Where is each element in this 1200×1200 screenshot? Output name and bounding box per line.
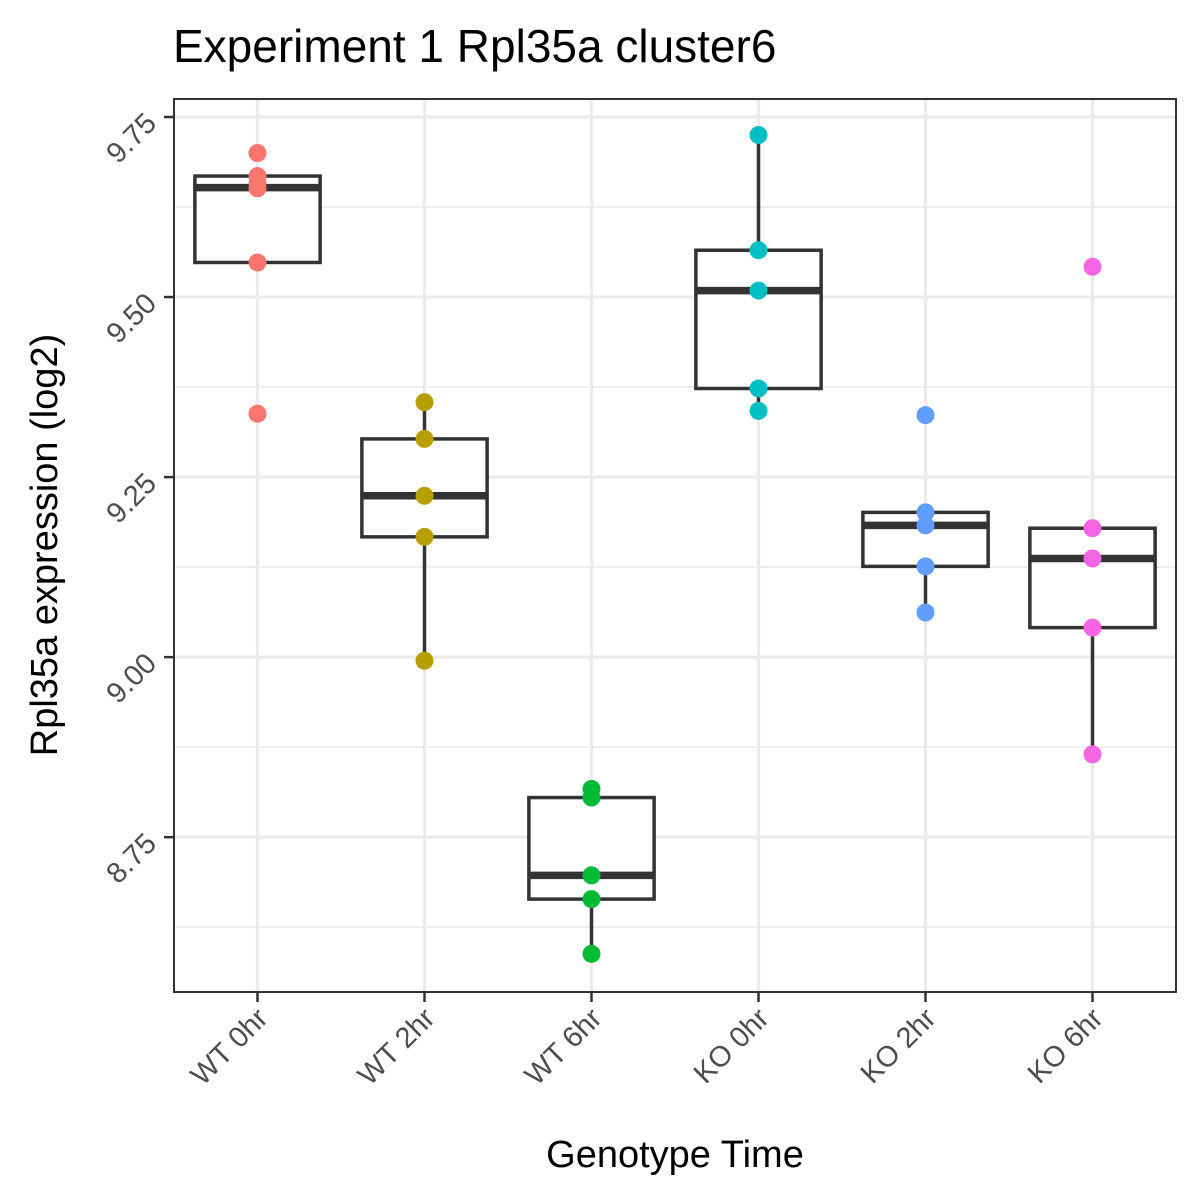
data-points (248, 126, 1102, 963)
data-point (749, 281, 768, 300)
data-point (582, 866, 601, 885)
data-point (1083, 519, 1102, 538)
data-point (582, 944, 601, 963)
data-point (582, 788, 601, 807)
data-point (415, 393, 434, 412)
y-tick-label: 9.00 (100, 647, 163, 710)
panel-border (173, 98, 1177, 993)
data-point (582, 890, 601, 909)
x-tick-label: WT 2hr (352, 1002, 442, 1092)
x-axis-title: Genotype Time (546, 1134, 804, 1176)
data-point (916, 603, 935, 622)
y-tick-label: 8.75 (100, 827, 163, 890)
data-point (415, 486, 434, 505)
data-point (248, 144, 267, 163)
data-point (916, 516, 935, 535)
box-5 (1028, 526, 1157, 630)
y-tick-label: 9.25 (100, 467, 163, 530)
boxes (193, 135, 1157, 954)
data-point (248, 179, 267, 198)
data-point (749, 401, 768, 420)
data-point (749, 126, 768, 145)
data-point (749, 241, 768, 260)
data-point (415, 527, 434, 546)
data-point (916, 557, 935, 576)
x-tick-label: KO 0hr (688, 1002, 776, 1090)
y-axis-title: Rpl35a expression (log2) (24, 334, 66, 756)
x-tick-label: WT 6hr (519, 1002, 609, 1092)
data-point (248, 253, 267, 272)
y-tick-label: 9.50 (100, 287, 163, 350)
x-tick-label: KO 2hr (855, 1002, 943, 1090)
x-tick-label: KO 6hr (1022, 1002, 1110, 1090)
chart-title: Experiment 1 Rpl35a cluster6 (173, 20, 776, 72)
data-point (916, 406, 935, 425)
data-point (1083, 257, 1102, 276)
grid (174, 99, 1176, 992)
box-3 (694, 248, 823, 391)
y-tick-label: 9.75 (100, 107, 163, 170)
data-point (1083, 549, 1102, 568)
data-point (1083, 745, 1102, 764)
data-point (749, 379, 768, 398)
x-tick-label: WT 0hr (185, 1002, 275, 1092)
data-point (916, 503, 935, 522)
data-point (415, 651, 434, 670)
data-point (1083, 618, 1102, 637)
data-point (415, 429, 434, 448)
data-point (248, 404, 267, 423)
